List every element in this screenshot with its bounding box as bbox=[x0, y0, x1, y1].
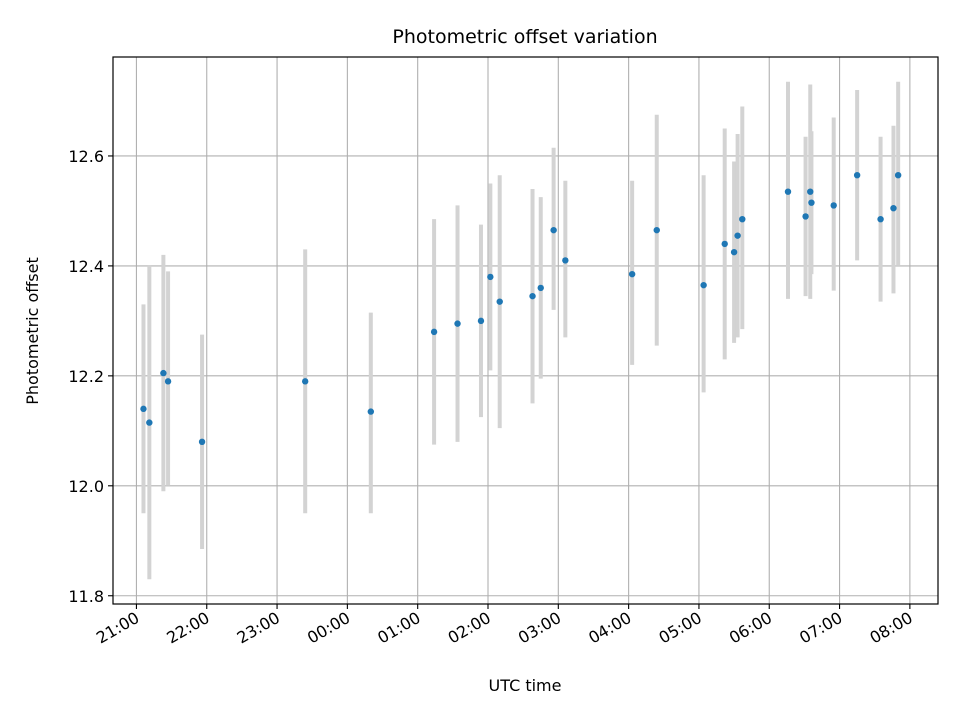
data-point bbox=[140, 405, 147, 413]
y-axis: 11.8 12.0 12.2 12.4 12.6 bbox=[68, 147, 113, 606]
x-axis-label: UTC time bbox=[489, 676, 562, 695]
data-points bbox=[140, 171, 902, 446]
data-point bbox=[301, 378, 309, 385]
data-point bbox=[454, 320, 461, 327]
grid bbox=[113, 57, 938, 604]
data-point bbox=[853, 171, 861, 179]
data-point bbox=[198, 438, 206, 446]
data-point bbox=[734, 232, 741, 239]
data-point bbox=[160, 369, 167, 377]
data-point bbox=[830, 202, 837, 209]
data-point bbox=[739, 215, 746, 223]
y-tick-label: 12.6 bbox=[68, 147, 104, 166]
data-point bbox=[808, 199, 815, 206]
chart-title: Photometric offset variation bbox=[392, 26, 657, 48]
y-tick-label: 12.0 bbox=[68, 477, 104, 496]
plot-frame bbox=[112, 56, 939, 605]
data-point bbox=[730, 248, 738, 256]
data-point bbox=[890, 204, 897, 212]
data-point bbox=[700, 281, 707, 289]
y-axis-label: Photometric offset bbox=[23, 257, 42, 405]
data-point bbox=[562, 257, 569, 264]
data-point bbox=[721, 240, 728, 248]
data-point bbox=[477, 317, 485, 325]
data-point bbox=[628, 270, 636, 278]
data-point bbox=[487, 273, 494, 281]
data-point bbox=[146, 419, 153, 426]
data-point bbox=[550, 226, 557, 234]
data-point bbox=[496, 298, 503, 305]
data-point bbox=[894, 171, 902, 179]
data-point bbox=[537, 284, 544, 292]
data-point bbox=[877, 215, 884, 223]
data-point bbox=[653, 226, 660, 234]
y-tick-label: 12.4 bbox=[68, 257, 104, 276]
data-point bbox=[430, 328, 438, 336]
y-tick-label: 12.2 bbox=[68, 367, 104, 386]
y-tick-label: 11.8 bbox=[68, 587, 104, 606]
data-point bbox=[164, 378, 172, 385]
data-point bbox=[784, 188, 792, 195]
data-point bbox=[807, 188, 814, 195]
data-point bbox=[529, 292, 536, 300]
data-point bbox=[802, 213, 809, 220]
data-point bbox=[367, 408, 375, 415]
